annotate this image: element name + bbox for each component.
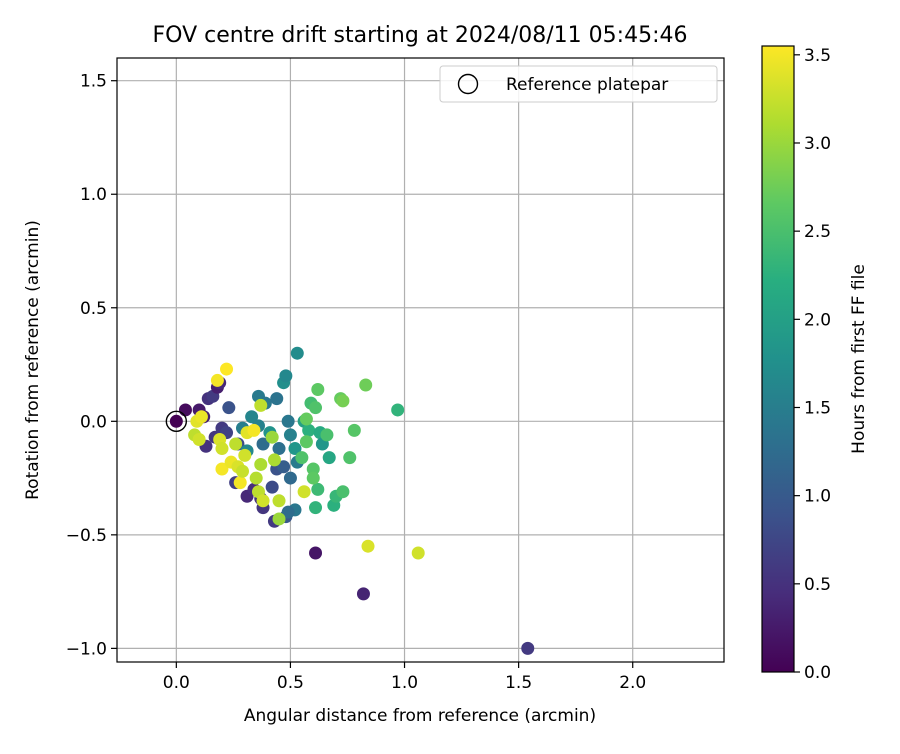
data-point — [270, 392, 284, 406]
y-tick-label: 0.0 — [80, 412, 107, 432]
data-point — [236, 464, 250, 478]
legend-marker-reference — [457, 73, 479, 95]
data-point — [272, 512, 286, 526]
data-point — [238, 448, 252, 462]
data-point — [256, 494, 270, 508]
colorbar-tick-label: 3.5 — [804, 46, 831, 66]
data-point — [277, 460, 291, 474]
data-point — [233, 476, 247, 490]
data-point — [249, 471, 263, 485]
data-point — [322, 451, 336, 465]
data-point — [302, 423, 316, 437]
data-point — [320, 428, 334, 442]
legend: Reference platepar — [439, 65, 718, 103]
data-point — [169, 414, 183, 428]
data-point — [220, 362, 234, 376]
data-point — [311, 383, 325, 397]
data-point — [256, 437, 270, 451]
x-tick-label: 1.5 — [505, 673, 532, 693]
colorbar-ticks: 0.0 0.5 1.0 1.5 2.0 2.5 3.0 3.5 — [794, 46, 831, 683]
data-point — [311, 482, 325, 496]
data-point — [297, 485, 311, 499]
data-point — [309, 401, 323, 415]
data-point — [245, 410, 259, 424]
data-point — [178, 403, 192, 417]
data-point — [194, 410, 208, 424]
data-point — [309, 501, 323, 515]
colorbar-tick-label: 0.0 — [804, 663, 831, 683]
data-point — [288, 442, 302, 456]
legend-label-reference: Reference platepar — [506, 75, 668, 95]
data-point — [359, 378, 373, 392]
plot-frame — [116, 57, 725, 663]
data-point — [281, 505, 295, 519]
legend-box — [439, 65, 718, 103]
data-point — [222, 401, 236, 415]
x-tick-label: 0.5 — [277, 673, 304, 693]
data-point — [192, 432, 206, 446]
y-axis-label: Rotation from reference (arcmin) — [23, 220, 43, 500]
y-tick-label: −1.0 — [66, 639, 107, 659]
x-tick-label: 1.0 — [391, 673, 418, 693]
colorbar-tick-label: 1.0 — [804, 487, 831, 507]
data-point — [343, 451, 357, 465]
data-point — [299, 435, 313, 449]
data-point — [265, 480, 279, 494]
data-point — [283, 471, 297, 485]
data-point — [254, 457, 268, 471]
data-point — [247, 423, 261, 437]
x-tick-label: 2.0 — [619, 673, 646, 693]
data-point — [265, 430, 279, 444]
data-point — [306, 471, 320, 485]
data-point — [299, 412, 313, 426]
data-point — [347, 423, 361, 437]
data-point — [356, 587, 370, 601]
data-point — [283, 428, 297, 442]
data-point — [215, 442, 229, 456]
grid — [117, 58, 724, 662]
data-point — [521, 641, 535, 655]
y-tick-label: 0.5 — [80, 299, 107, 319]
colorbar-label: Hours from first FF file — [849, 264, 869, 454]
x-tick-label: 0.0 — [163, 673, 190, 693]
y-tick-label: 1.5 — [80, 72, 107, 92]
data-point — [210, 373, 224, 387]
data-point — [290, 346, 304, 360]
data-point — [279, 369, 293, 383]
colorbar-tick-label: 0.5 — [804, 575, 831, 595]
y-tick-label: 1.0 — [80, 185, 107, 205]
data-point — [309, 546, 323, 560]
data-point — [361, 539, 375, 553]
data-point — [281, 414, 295, 428]
data-points — [169, 346, 535, 655]
reference-marker-layer — [165, 410, 188, 433]
colorbar-tick-label: 3.0 — [804, 134, 831, 154]
data-point — [272, 494, 286, 508]
data-point — [267, 453, 281, 467]
data-point — [336, 394, 350, 408]
data-point — [254, 398, 268, 412]
reference-platepar-marker — [165, 410, 188, 433]
data-point — [215, 462, 229, 476]
colorbar-tick-label: 1.5 — [804, 398, 831, 418]
colorbar-gradient — [761, 45, 795, 673]
x-axis-label: Angular distance from reference (arcmin) — [244, 706, 596, 726]
colorbar: 0.0 0.5 1.0 1.5 2.0 2.5 3.0 3.5 Hours from firs… — [761, 45, 869, 683]
data-point — [306, 462, 320, 476]
data-point — [391, 403, 405, 417]
y-axis-ticks: −1.0 −0.5 0.0 0.5 1.0 1.5 — [66, 72, 117, 659]
data-point — [411, 546, 425, 560]
data-point — [295, 451, 309, 465]
x-axis-ticks: 0.0 0.5 1.0 1.5 2.0 — [163, 662, 646, 693]
data-point — [336, 485, 350, 499]
data-point — [229, 437, 243, 451]
colorbar-tick-label: 2.5 — [804, 222, 831, 242]
y-tick-label: −0.5 — [66, 526, 107, 546]
chart-title: FOV centre drift starting at 2024/08/11 … — [153, 23, 688, 48]
data-point — [272, 442, 286, 456]
colorbar-tick-label: 2.0 — [804, 310, 831, 330]
